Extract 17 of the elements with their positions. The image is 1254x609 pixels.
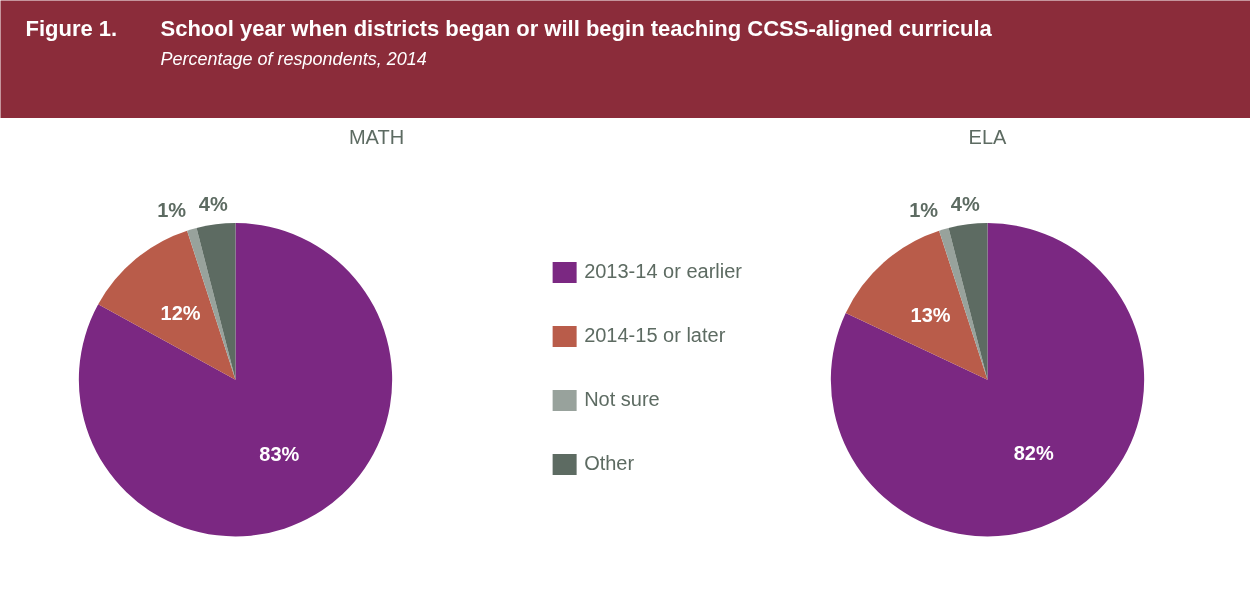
- data-label: 1%: [157, 198, 187, 221]
- legend-label: Not sure: [584, 388, 660, 411]
- text: Percentage of respondents, 2014: [160, 48, 427, 69]
- chart-title: ELA: [968, 125, 1008, 148]
- data-label: 13%: [910, 304, 951, 327]
- text: School year when districts began or will begin teaching CCSS-aligned curricula: [160, 16, 993, 41]
- data-label: 12%: [160, 302, 201, 325]
- legend-label: Other: [584, 452, 635, 475]
- legend-label: 2014-15 or later: [584, 324, 726, 347]
- data-label: 83%: [259, 442, 300, 465]
- caption: Figure 1.: [25, 16, 118, 41]
- data-label: 82%: [1013, 441, 1054, 464]
- legend-label: 2013-14 or earlier: [584, 260, 742, 283]
- data-label: 4%: [198, 193, 228, 216]
- data-label: 1%: [909, 198, 939, 221]
- data-label: 4%: [950, 193, 980, 216]
- chart-title: MATH: [348, 125, 405, 148]
